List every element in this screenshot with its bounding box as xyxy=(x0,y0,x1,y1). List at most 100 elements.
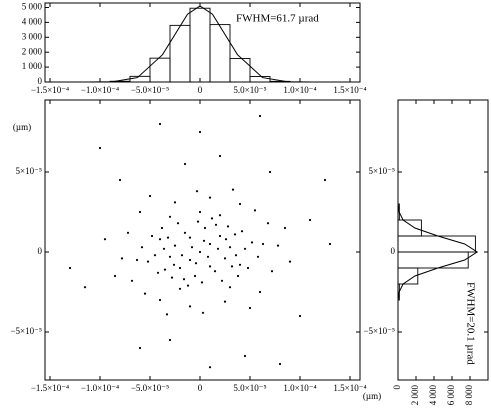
scatter-point xyxy=(130,279,134,282)
scatter-point xyxy=(163,268,167,271)
scatter-point xyxy=(203,226,207,230)
scatter-point xyxy=(178,266,182,270)
scatter-point xyxy=(223,257,227,260)
scatter-point xyxy=(140,246,144,249)
scatter-point xyxy=(258,114,262,118)
scatter-point xyxy=(188,305,192,308)
scatter-point xyxy=(224,238,228,241)
scatter-point xyxy=(216,247,220,250)
x-tick-label: 8 000 xyxy=(464,385,474,406)
scatter-point xyxy=(138,210,142,214)
scatter-point xyxy=(218,234,222,238)
scatter-point xyxy=(158,298,162,302)
scatter-point xyxy=(278,362,282,366)
x-tick-label: −5.0×10⁻⁵ xyxy=(131,383,169,393)
scatter-point xyxy=(258,290,262,294)
scatter-point xyxy=(226,225,230,228)
scatter-point xyxy=(148,194,152,198)
scatter-point xyxy=(236,274,240,278)
scatter-point xyxy=(208,366,212,369)
x-tick-label: 1.0×10⁻⁴ xyxy=(283,383,316,393)
scatter-point xyxy=(180,254,184,257)
scatter-point xyxy=(210,217,214,220)
scatter-point xyxy=(196,220,200,223)
y-tick-label: 4 000 xyxy=(22,16,43,26)
y-tick-label: 3 000 xyxy=(22,31,43,41)
scatter-point xyxy=(158,238,162,241)
y-tick-label: −5×10⁻⁵ xyxy=(10,326,42,336)
scatter-point xyxy=(182,278,186,281)
scatter-point xyxy=(98,146,102,150)
scatter-point xyxy=(248,306,252,310)
scatter-point xyxy=(250,241,254,244)
y-tick-label: 5 000 xyxy=(22,2,43,12)
scatter-point xyxy=(178,287,182,290)
scatter-point xyxy=(118,178,122,182)
scatter-point xyxy=(214,223,218,226)
scatter-point xyxy=(243,354,247,358)
y-tick-label: 2 000 xyxy=(22,46,43,56)
scatter-point xyxy=(83,286,87,289)
plot-frame xyxy=(44,99,361,381)
y-tick-label: 5×10⁻⁵ xyxy=(16,166,42,176)
scatter-point xyxy=(198,130,202,134)
fit-curve xyxy=(62,5,338,83)
scatter-point xyxy=(223,300,227,303)
scatter-point xyxy=(276,244,280,247)
scatter-point xyxy=(228,246,232,249)
scatter-point xyxy=(208,242,212,246)
fwhm-annotation: FWHM=20.1 µrad xyxy=(464,282,476,365)
scatter-point xyxy=(243,247,247,250)
scatter-point xyxy=(160,226,164,230)
scatter-point xyxy=(268,170,272,174)
scatter-point xyxy=(188,258,192,262)
x-tick-label: −5.0×10⁻⁵ xyxy=(131,85,169,95)
scatter-point xyxy=(173,201,177,204)
scatter-point xyxy=(143,292,147,295)
scatter-point xyxy=(103,238,107,241)
scatter-point xyxy=(168,215,172,218)
scatter-point xyxy=(233,233,237,236)
scatter-point xyxy=(120,257,124,260)
scatter-point xyxy=(234,254,238,257)
scatter-point xyxy=(228,286,232,289)
scatter-point xyxy=(156,271,160,274)
scatter-point xyxy=(283,226,287,230)
x-tick-label: 2 000 xyxy=(410,385,420,406)
y-tick-label: 5×10⁻⁵ xyxy=(369,166,395,176)
scatter-point xyxy=(201,311,205,314)
scatter-point xyxy=(208,196,212,199)
scatter-point xyxy=(202,239,206,242)
scatter-point xyxy=(240,230,244,233)
x-tick-label: 6 000 xyxy=(446,385,456,406)
scatter-point xyxy=(218,154,222,158)
scatter-point xyxy=(195,190,199,193)
scatter-point xyxy=(158,122,162,126)
scatter-point xyxy=(172,263,176,266)
x-tick-label: 4 000 xyxy=(428,385,438,406)
scatter-point xyxy=(190,246,194,249)
scatter-point xyxy=(206,255,210,258)
scatter-point xyxy=(176,222,180,225)
histogram-bar xyxy=(229,57,251,83)
x-tick-label: −1.5×10⁻⁴ xyxy=(31,85,69,95)
scatter-point xyxy=(198,210,202,214)
scatter-point xyxy=(298,314,302,318)
scatter-point xyxy=(183,162,187,166)
scatter-point xyxy=(253,209,257,212)
scatter-point xyxy=(162,247,166,250)
fwhm-annotation: FWHM=61.7 µrad xyxy=(236,13,319,25)
scatter-point xyxy=(270,270,274,273)
x-tick-label: 5.0×10⁻⁵ xyxy=(233,383,266,393)
scatter-point xyxy=(183,231,187,234)
scatter-point xyxy=(150,234,154,238)
scatter-point xyxy=(261,242,265,246)
scatter-point xyxy=(173,244,177,247)
scatter-point xyxy=(328,242,332,246)
scatter-point xyxy=(138,346,142,350)
scatter-point xyxy=(308,218,312,222)
y-tick-label: 0 xyxy=(391,246,396,256)
